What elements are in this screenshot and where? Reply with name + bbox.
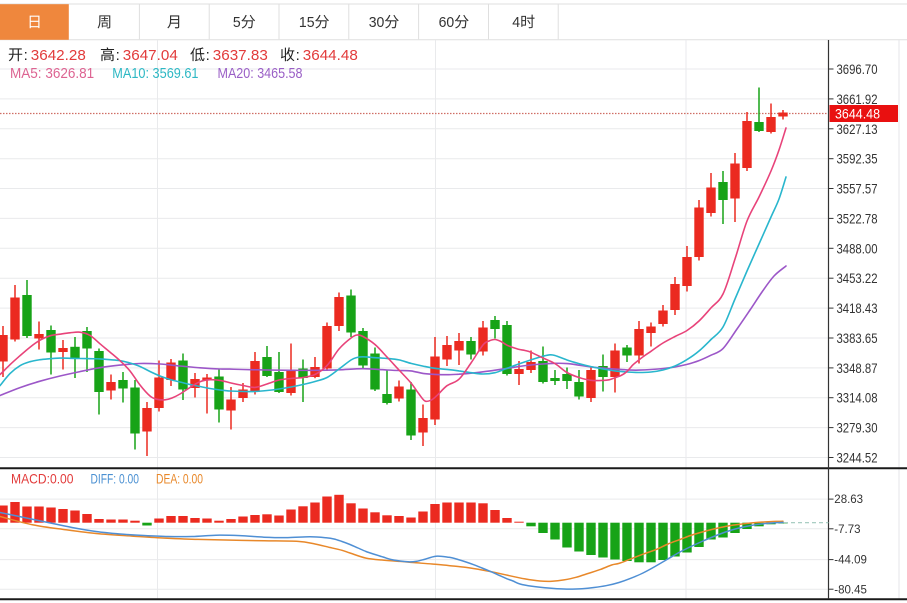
svg-text:3644.48: 3644.48: [835, 106, 880, 122]
svg-text:3244.52: 3244.52: [837, 450, 878, 466]
svg-text:3647.04: 3647.04: [123, 47, 178, 64]
svg-text:3418.43: 3418.43: [837, 300, 878, 316]
svg-text:3279.30: 3279.30: [837, 420, 878, 436]
svg-text::: :: [206, 47, 210, 64]
svg-text::: :: [116, 47, 120, 64]
svg-text:3627.13: 3627.13: [837, 121, 878, 137]
svg-text:3383.65: 3383.65: [837, 330, 878, 346]
svg-text:28.63: 28.63: [834, 494, 863, 506]
svg-text:4: 4: [512, 14, 520, 31]
svg-text:3642.28: 3642.28: [31, 47, 86, 64]
svg-text:3488.00: 3488.00: [837, 240, 878, 256]
svg-text:MA10: 3569.61: MA10: 3569.61: [112, 65, 198, 82]
svg-text:15: 15: [299, 14, 315, 31]
svg-text:MA20: 3465.58: MA20: 3465.58: [218, 65, 303, 82]
svg-text:-7.73: -7.73: [834, 524, 860, 536]
svg-text:MA5: 3626.81: MA5: 3626.81: [10, 65, 94, 82]
svg-text:3592.35: 3592.35: [837, 151, 878, 167]
svg-text:3661.92: 3661.92: [837, 91, 878, 107]
svg-text:3637.83: 3637.83: [213, 47, 268, 64]
svg-text:3696.70: 3696.70: [837, 61, 878, 77]
svg-text:-44.09: -44.09: [834, 555, 867, 567]
svg-text:30: 30: [369, 14, 385, 31]
svg-text:3557.57: 3557.57: [837, 181, 878, 197]
svg-text:5: 5: [233, 14, 241, 31]
svg-text:3348.87: 3348.87: [837, 360, 878, 376]
svg-text:3522.78: 3522.78: [837, 210, 878, 226]
svg-text:DIFF: 0.00: DIFF: 0.00: [91, 471, 140, 487]
svg-text:3453.22: 3453.22: [837, 270, 878, 286]
svg-text:MACD:0.00: MACD:0.00: [11, 471, 74, 487]
svg-text::: :: [24, 47, 28, 64]
svg-text:60: 60: [439, 14, 455, 31]
svg-text:-80.45: -80.45: [834, 584, 867, 596]
svg-text:DEA: 0.00: DEA: 0.00: [156, 471, 203, 487]
svg-text::: :: [296, 47, 300, 64]
svg-text:3644.48: 3644.48: [303, 47, 358, 64]
svg-text:3314.08: 3314.08: [837, 390, 878, 406]
